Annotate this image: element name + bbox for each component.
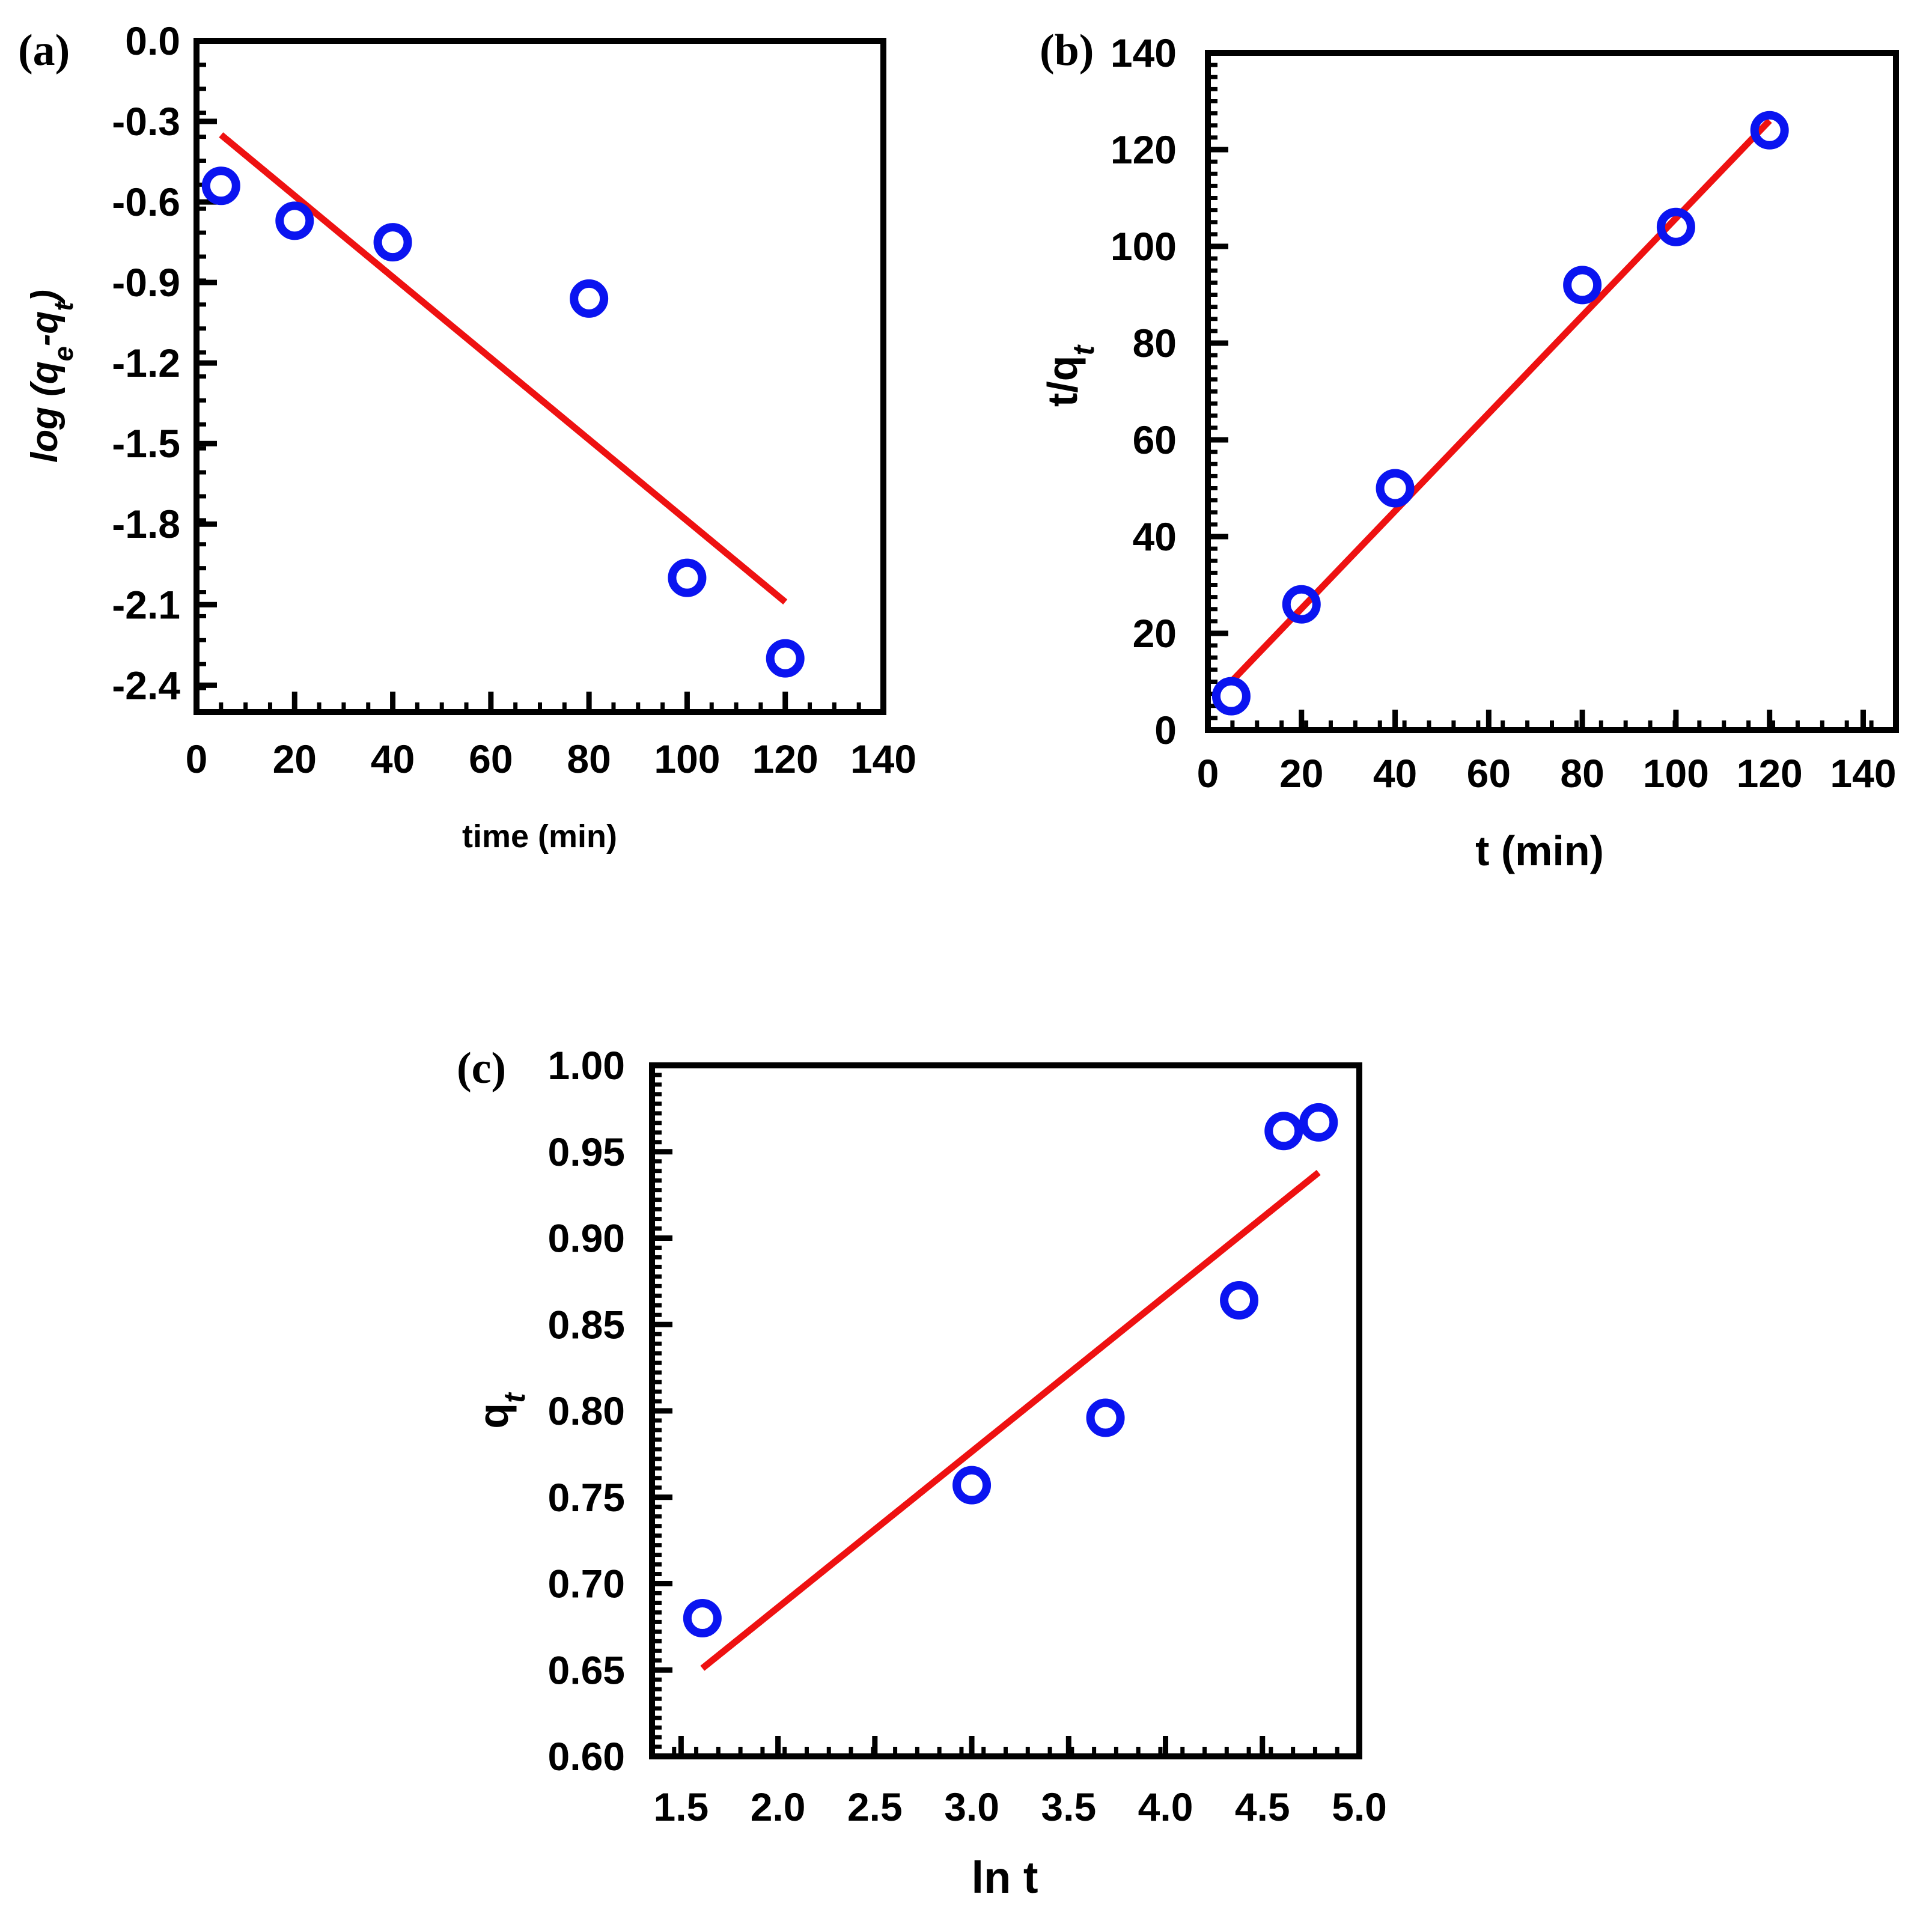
y-tick-label: 140 <box>1111 31 1177 75</box>
data-point <box>1086 1398 1125 1437</box>
x-tick-label: 20 <box>1279 751 1323 796</box>
data-point <box>275 201 314 240</box>
x-tick-label: 60 <box>1467 751 1511 796</box>
y-tick-label: 0.90 <box>548 1216 625 1261</box>
y-tick-label: 0.70 <box>548 1562 625 1606</box>
y-tick-label: 0.80 <box>548 1389 625 1433</box>
fit-line <box>700 1169 1321 1671</box>
y-tick-label: 0.60 <box>548 1734 625 1779</box>
x-tick-label: 5.0 <box>1332 1785 1387 1829</box>
x-axis-title: ln t <box>972 1853 1038 1902</box>
chart-panel-c: 1.5 2.0 2.5 3.0 3.5 4.0 4.5 5.0 0.60 0.65 0.70 0.75… <box>457 1043 1387 1902</box>
panel-label: (b) <box>1040 26 1094 75</box>
data-point <box>373 223 412 262</box>
y-tick-label: 0.85 <box>548 1302 625 1347</box>
y-tick-label: -0.3 <box>112 99 180 144</box>
x-tick-label: 3.0 <box>944 1785 999 1829</box>
panel-label: (a) <box>18 26 70 75</box>
x-tick-label: 120 <box>1737 751 1803 796</box>
y-tick-label: 20 <box>1133 611 1177 656</box>
x-tick-label: 2.0 <box>751 1785 806 1829</box>
x-tick-label: 0 <box>1197 751 1219 796</box>
y-tick-label: -2.1 <box>112 582 180 627</box>
data-point <box>1750 111 1789 150</box>
y-tick-label: 0.0 <box>125 19 180 63</box>
y-tick-label: 80 <box>1133 321 1177 365</box>
chart-panel-b: 0 20 40 60 80 100 120 140 0 20 40 60 80 100 120 140 (b) t… <box>1039 26 1899 874</box>
x-tick-label: 100 <box>1643 751 1709 796</box>
fit-line <box>219 132 788 605</box>
data-point <box>570 279 609 318</box>
x-tick-label: 4.5 <box>1235 1785 1290 1829</box>
plot-frame <box>1205 50 1899 733</box>
y-axis-title: qt <box>470 1392 531 1429</box>
x-tick-label: 40 <box>1373 751 1417 796</box>
x-tick-label: 3.5 <box>1041 1785 1096 1829</box>
y-tick-label: 60 <box>1133 418 1177 462</box>
y-axis-title: log (qe-qt) <box>24 290 79 463</box>
y-tick-label: 100 <box>1111 224 1177 269</box>
x-tick-label: 80 <box>1560 751 1604 796</box>
data-point <box>1264 1112 1303 1151</box>
x-tick-label: 2.5 <box>847 1785 903 1829</box>
data-point <box>1282 585 1321 624</box>
y-tick-label: -0.6 <box>112 180 180 224</box>
x-axis-title: time (min) <box>462 818 617 854</box>
y-axis-title: t/qt <box>1039 344 1100 407</box>
y-tick-label: -2.4 <box>112 663 180 707</box>
data-point <box>952 1466 992 1505</box>
data-point <box>1211 677 1251 716</box>
y-tick-label: 0.75 <box>548 1475 625 1520</box>
data-point <box>668 558 707 597</box>
x-tick-label: 140 <box>1830 751 1896 796</box>
y-tick-label: 0.95 <box>548 1130 625 1174</box>
data-point <box>683 1599 722 1637</box>
data-point <box>1656 207 1695 246</box>
x-tick-label: 40 <box>371 737 415 781</box>
x-tick-label: 4.0 <box>1138 1785 1193 1829</box>
y-tick-label: 1.00 <box>548 1043 625 1088</box>
y-tick-label: -1.5 <box>112 421 180 466</box>
data-point <box>1376 469 1415 508</box>
y-tick-label: -0.9 <box>112 260 180 305</box>
y-tick-label: 0.65 <box>548 1648 625 1692</box>
x-tick-label: 20 <box>273 737 317 781</box>
x-tick-label: 100 <box>654 737 720 781</box>
data-point <box>1563 266 1602 305</box>
y-tick-label: 0 <box>1154 708 1177 752</box>
x-tick-label: 0 <box>186 737 208 781</box>
plot-frame <box>649 1062 1362 1759</box>
panel-label: (c) <box>457 1044 506 1093</box>
x-axis-title: t (min) <box>1475 827 1604 874</box>
x-tick-label: 80 <box>567 737 611 781</box>
data-point <box>1220 1281 1259 1320</box>
x-tick-label: 140 <box>850 737 916 781</box>
y-tick-label: 120 <box>1111 127 1177 172</box>
data-point <box>766 639 805 678</box>
data-point <box>201 166 240 206</box>
y-tick-label: -1.8 <box>112 502 180 546</box>
data-point <box>1299 1103 1338 1142</box>
x-tick-label: 1.5 <box>653 1785 709 1829</box>
x-tick-label: 60 <box>469 737 513 781</box>
plot-frame <box>194 38 886 715</box>
y-tick-label: -1.2 <box>112 341 180 385</box>
y-tick-label: 40 <box>1133 514 1177 559</box>
x-tick-label: 120 <box>752 737 818 781</box>
chart-panel-a: 0 20 40 60 80 100 120 140 0.0 -0.3 -0.6 -0.9 -1.2 -1.… <box>18 19 916 854</box>
